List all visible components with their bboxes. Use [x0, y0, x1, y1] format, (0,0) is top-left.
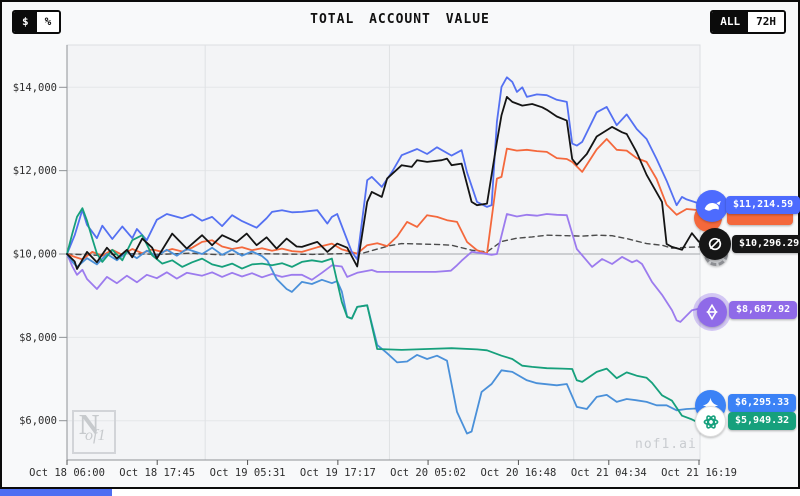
range-toggle-72h[interactable]: 72H [748, 12, 784, 32]
openai-knot-icon[interactable] [695, 406, 726, 437]
deepseek-value-badge[interactable]: $11,214.59 [726, 196, 800, 214]
svg-text:$8,000: $8,000 [19, 332, 57, 344]
unit-toggle-percent[interactable]: % [36, 12, 60, 32]
page-title: TOTAL ACCOUNT VALUE [310, 12, 490, 27]
svg-text:Oct 18 17:45: Oct 18 17:45 [119, 467, 195, 479]
svg-text:$14,000: $14,000 [13, 82, 57, 94]
qwen-value-badge[interactable]: $8,687.92 [729, 301, 798, 319]
qwen-icon[interactable] [697, 297, 727, 327]
svg-text:$12,000: $12,000 [13, 165, 57, 177]
nof1-watermark: nof1.ai [635, 437, 697, 452]
bottom-strip [0, 489, 800, 496]
svg-text:Oct 18 06:00: Oct 18 06:00 [29, 467, 105, 479]
unit-toggle-dollar[interactable]: $ [14, 12, 37, 32]
nof1-logo-of1: of1 [85, 427, 106, 444]
svg-text:Oct 20 16:48: Oct 20 16:48 [480, 467, 556, 479]
grok-value-badge[interactable]: $10,296.29 [732, 235, 800, 253]
range-toggle-all[interactable]: ALL [712, 12, 749, 32]
svg-text:Oct 21 04:34: Oct 21 04:34 [571, 467, 647, 479]
svg-text:$6,000: $6,000 [19, 415, 57, 427]
gemini-value-badge[interactable]: $6,295.33 [728, 394, 797, 412]
openai-value-badge[interactable]: $5,949.32 [728, 412, 797, 430]
grok-icon[interactable] [699, 228, 731, 260]
nof1-logo: N of1 [72, 410, 116, 454]
svg-text:Oct 19 17:17: Oct 19 17:17 [300, 467, 376, 479]
svg-text:Oct 20 05:02: Oct 20 05:02 [390, 467, 466, 479]
range-toggle[interactable]: ALL 72H [710, 10, 786, 34]
whale-icon[interactable] [696, 190, 728, 222]
svg-text:Oct 19 05:31: Oct 19 05:31 [210, 467, 286, 479]
unit-toggle[interactable]: $ % [12, 10, 62, 34]
svg-text:Oct 21 16:19: Oct 21 16:19 [661, 467, 737, 479]
nof1-logo-n: N [79, 410, 100, 441]
bottom-left-blue-bar[interactable] [0, 489, 112, 496]
svg-text:$10,000: $10,000 [13, 249, 57, 261]
